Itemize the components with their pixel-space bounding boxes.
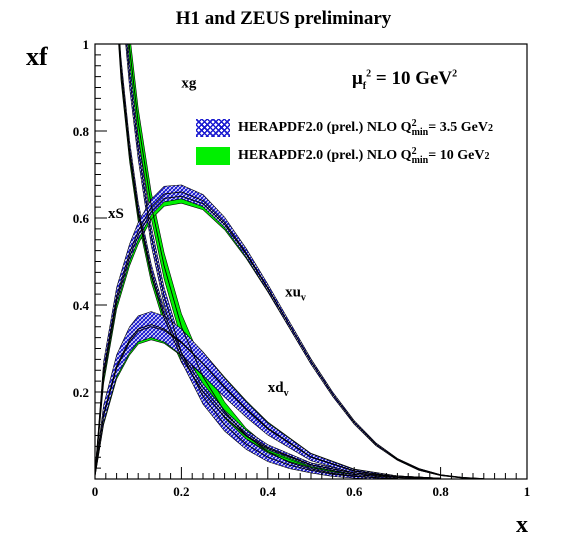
band-q35-xS	[118, 44, 441, 479]
curve-label-xg: xg	[181, 76, 197, 92]
x-axis-label: x	[516, 512, 528, 538]
central-line-q10-xS	[118, 44, 441, 479]
legend-entry-q10: HERAPDF2.0 (prel.) NLO Q 2 min = 10 GeV 2	[196, 146, 489, 166]
y-tick-label: 0.8	[73, 124, 90, 139]
x-tick-label: 0.8	[432, 484, 449, 499]
y-tick-label: 0.2	[73, 385, 89, 400]
y-tick-label: 0.4	[73, 298, 90, 313]
scale-sub: f	[362, 80, 367, 92]
legend-suffix-sup: 2	[484, 150, 490, 162]
legend-entry-q35: HERAPDF2.0 (prel.) NLO Q 2 min = 3.5 GeV 2	[196, 118, 493, 138]
y-tick-label: 0.6	[73, 211, 90, 226]
x-tick-label: 0.4	[260, 484, 277, 499]
scale-unit-sup: 2	[452, 68, 458, 80]
curve-labels: xg xS xuv xdv	[108, 76, 306, 400]
x-tick-label: 0.6	[346, 484, 363, 499]
curve-label-xS: xS	[108, 206, 124, 222]
legend-suffix: = 3.5 GeV	[428, 120, 488, 135]
x-tick-label: 0.2	[173, 484, 189, 499]
legend-suffix: = 10 GeV	[428, 148, 485, 163]
central-line-q10-xu_v	[95, 195, 484, 479]
scale-annotation: μf2 = 10 GeV2	[352, 68, 457, 92]
legend-label: HERAPDF2.0 (prel.) NLO Q	[238, 120, 412, 135]
band-q10-xg	[127, 44, 398, 479]
scale-suffix: = 10 GeV	[371, 68, 453, 89]
legend-swatch-hatched	[196, 119, 230, 137]
legend-sub: min	[411, 155, 429, 166]
legend-sup: 2	[411, 146, 417, 157]
curve-label-xd_v: xdv	[268, 380, 289, 399]
scale-prefix: μ	[352, 68, 363, 89]
legend-suffix-sup: 2	[487, 122, 493, 134]
axes: 0 0.2 0.4 0.6 0.8 1 0.2 0.4 0.6 0.8 1	[73, 37, 531, 499]
central-line-q10-xd_v	[95, 326, 441, 479]
legend-label: HERAPDF2.0 (prel.) NLO Q	[238, 148, 412, 163]
band-q35-xu_v	[95, 184, 485, 479]
legend-swatch-green	[196, 147, 230, 165]
legend-sub: min	[411, 127, 429, 138]
legend-sup: 2	[411, 118, 417, 129]
curve-label-xu_v: xuv	[285, 284, 306, 303]
y-tick-label: 1	[83, 37, 90, 52]
x-tick-label: 0	[92, 484, 99, 499]
plot-frame	[94, 43, 528, 480]
x-tick-label: 1	[524, 484, 531, 499]
y-axis-label: xf	[26, 42, 48, 71]
scale-sup: 2	[366, 68, 372, 80]
chart-title: H1 and ZEUS preliminary	[175, 8, 392, 29]
